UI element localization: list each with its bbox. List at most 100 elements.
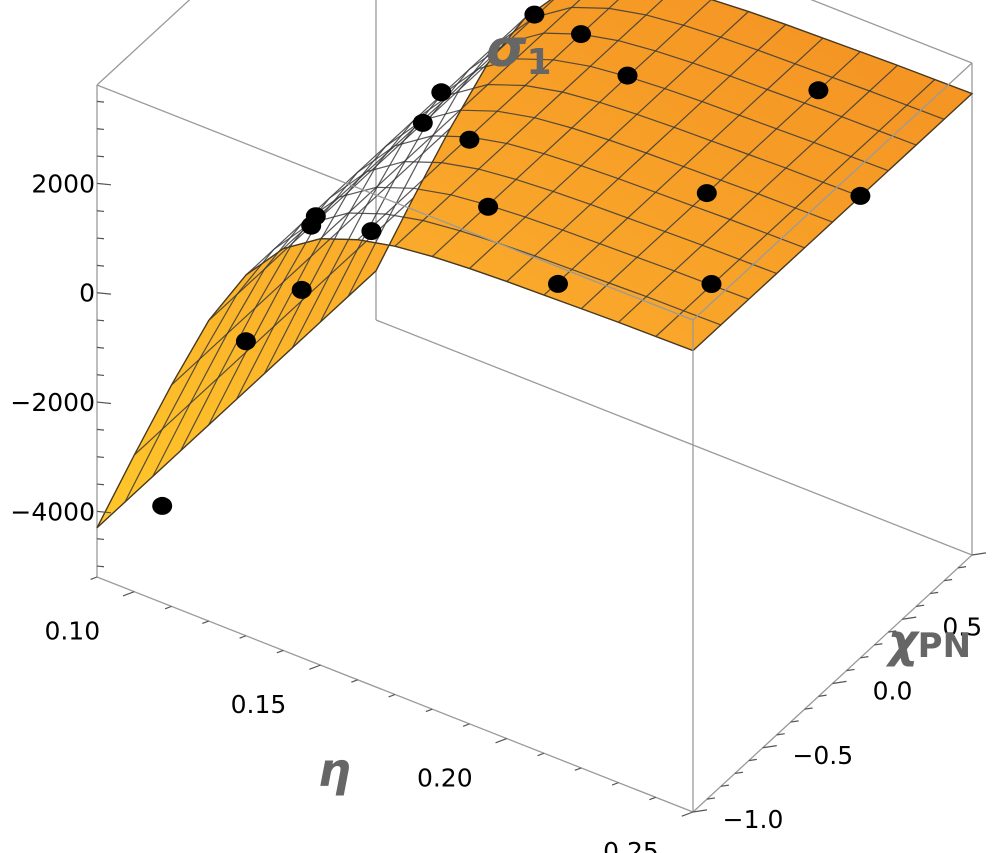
- z-tick: [96, 264, 105, 267]
- x-axis-title: η: [318, 743, 351, 797]
- data-point: [617, 66, 638, 85]
- eta-tick: [495, 738, 507, 744]
- surface-fill: [97, 0, 972, 528]
- mesh-line-chi: [319, 32, 917, 323]
- chi-tick: [957, 566, 967, 569]
- z-tick-label: −2000: [10, 388, 95, 417]
- mesh-line-chi: [124, 212, 722, 503]
- chi-tick-label: −1.0: [723, 805, 784, 834]
- eta-tick: [574, 767, 582, 771]
- mesh-line-chi: [291, 58, 889, 349]
- chi-tick: [846, 668, 855, 672]
- z-tick-label: 2000: [31, 169, 95, 198]
- z-tick: [96, 483, 105, 486]
- data-point: [152, 496, 173, 515]
- box-edge-back-top-right: [810, 0, 973, 64]
- z-tick: [96, 292, 112, 295]
- z-tick: [96, 346, 105, 349]
- eta-tick: [239, 635, 247, 639]
- eta-tick: [309, 664, 321, 670]
- z-tick: [96, 210, 105, 213]
- eta-tick: [425, 708, 433, 713]
- chi-tick: [888, 630, 897, 633]
- eta-tick: [351, 679, 358, 683]
- mesh-line-chi: [180, 160, 777, 451]
- data-point: [478, 197, 499, 216]
- z-tick: [96, 155, 105, 158]
- mesh-line-chi: [152, 186, 750, 477]
- chi-tick: [692, 809, 708, 813]
- eta-tick: [122, 591, 135, 597]
- chi-tick-label: −0.5: [792, 741, 853, 770]
- z-tick: [96, 374, 105, 377]
- z-tick: [96, 182, 112, 186]
- z-tick-label: −4000: [10, 497, 95, 526]
- chi-tick-label: 0.0: [873, 677, 913, 706]
- chi-tick: [818, 694, 827, 697]
- data-point: [548, 274, 568, 293]
- bounding-box-back: [96, 0, 973, 577]
- z-tick: [96, 401, 112, 405]
- y-axis-title: χPN: [885, 614, 971, 668]
- eta-tick-label: 0.20: [417, 764, 473, 793]
- mesh-line-chi: [208, 135, 805, 426]
- data-point: [850, 186, 871, 205]
- data-point: [291, 280, 312, 299]
- z-tick: [96, 100, 105, 103]
- chi-tick: [804, 707, 813, 710]
- eta-tick-label: 0.25: [603, 837, 659, 853]
- eta-tick: [611, 782, 619, 786]
- data-point: [235, 332, 256, 351]
- chi-tick: [832, 680, 847, 685]
- box-edge-back-floor: [375, 319, 973, 556]
- eta-tick: [164, 605, 172, 610]
- chi-tick: [734, 771, 743, 775]
- surface: [96, 0, 974, 529]
- chi-tick: [944, 578, 953, 582]
- box-edge-back-top-left: [96, 0, 191, 86]
- data-point: [412, 113, 433, 132]
- data-points: [152, 5, 871, 515]
- chi-tick: [790, 720, 799, 723]
- data-point: [301, 216, 322, 235]
- z-tick: [96, 565, 105, 568]
- box-edge-top-right: [692, 62, 973, 321]
- mesh-line-chi: [347, 6, 945, 297]
- surface-outline: [96, 0, 974, 529]
- axis-ticks: 0.100.150.200.25−1.0−0.50.00.51.0−4000−2…: [10, 100, 987, 853]
- data-point: [361, 222, 382, 241]
- z-tick: [96, 510, 112, 514]
- chi-tick: [916, 604, 925, 607]
- data-point: [808, 81, 829, 100]
- z-tick-label: 0: [79, 279, 95, 308]
- chi-tick: [748, 758, 757, 762]
- data-point: [701, 275, 722, 293]
- eta-tick-label: 0.10: [44, 617, 100, 646]
- chart-title: σ1: [486, 19, 552, 83]
- z-tick: [96, 237, 105, 240]
- mesh-line-chi: [235, 109, 833, 400]
- chi-tick: [902, 616, 917, 620]
- eta-tick: [462, 723, 470, 727]
- data-point: [696, 184, 717, 203]
- data-point: [524, 5, 545, 24]
- chi-tick: [860, 656, 869, 659]
- chi-tick: [720, 784, 729, 787]
- z-tick: [96, 128, 105, 131]
- eta-tick-label: 0.15: [231, 690, 287, 719]
- data-point: [431, 83, 452, 102]
- data-point: [459, 130, 480, 149]
- mesh-line-chi: [263, 83, 861, 374]
- eta-tick: [681, 811, 694, 817]
- chi-tick: [971, 552, 987, 556]
- chi-tick: [706, 797, 716, 800]
- z-tick: [96, 538, 105, 541]
- eta-tick: [202, 620, 209, 625]
- eta-tick: [649, 796, 656, 801]
- eta-tick: [388, 693, 396, 698]
- chi-tick: [776, 733, 785, 736]
- eta-tick: [537, 752, 545, 757]
- chi-tick: [762, 745, 777, 749]
- data-point: [571, 25, 591, 44]
